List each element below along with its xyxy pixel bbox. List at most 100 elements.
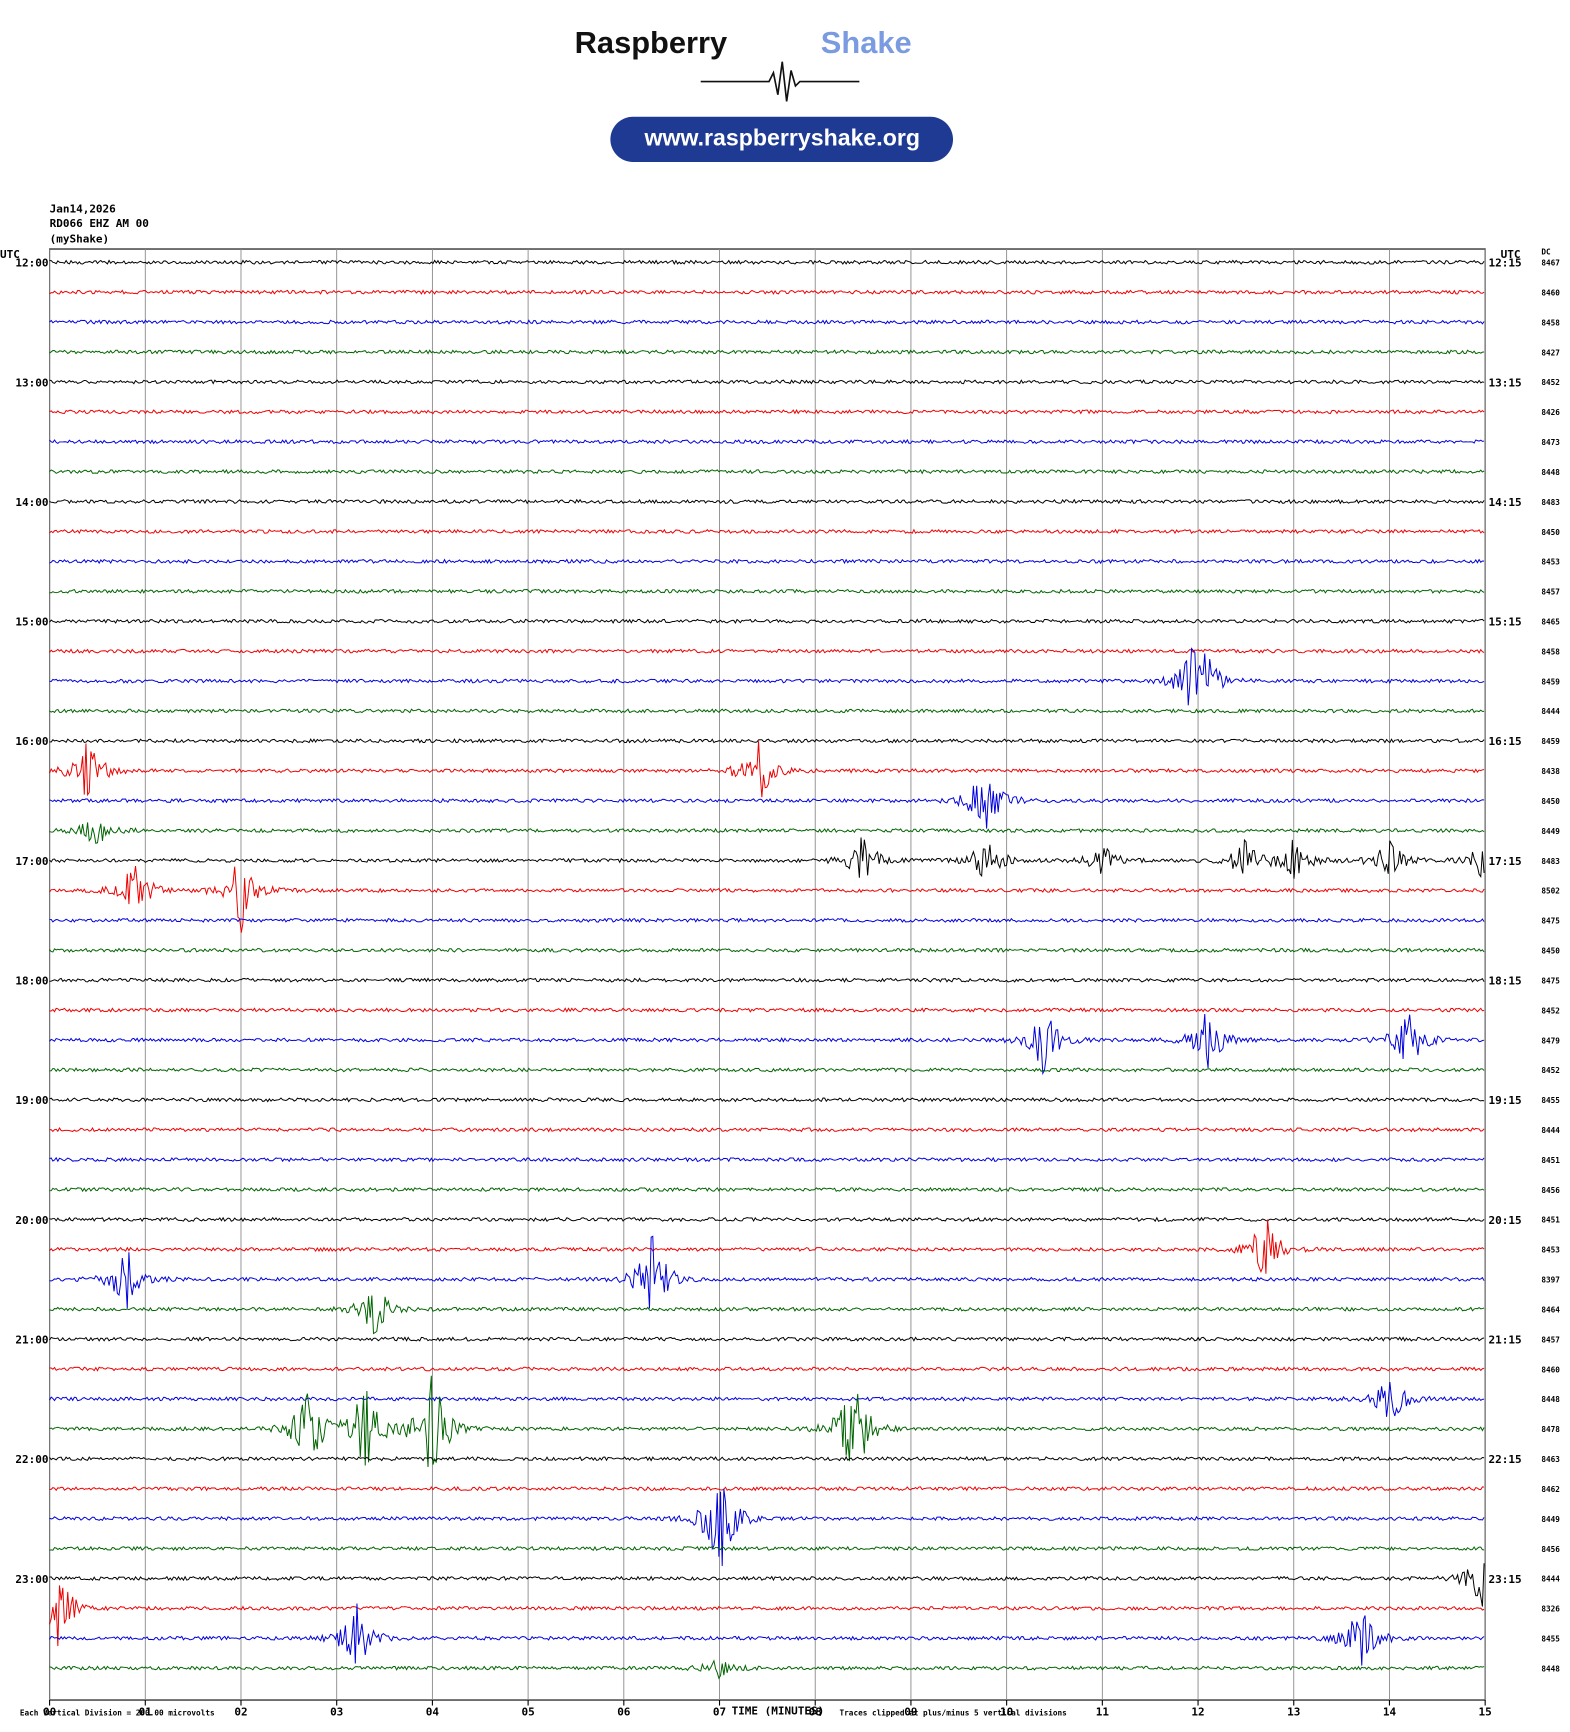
info-date: Jan14,2026 — [50, 203, 117, 216]
dc-value: 8475 — [1541, 917, 1560, 926]
dc-value: 8483 — [1541, 857, 1560, 866]
trace — [49, 1585, 1485, 1647]
trace — [49, 468, 1485, 475]
trace — [49, 1235, 1485, 1309]
trace — [49, 379, 1485, 385]
hour-label: 12:00 — [15, 257, 48, 270]
x-tick-label: 13 — [1287, 1705, 1300, 1718]
trace — [49, 319, 1485, 325]
hour-label: 21:00 — [15, 1334, 48, 1347]
info-station: RD066 EHZ AM 00 — [50, 217, 149, 230]
trace — [49, 783, 1485, 829]
trace — [49, 588, 1485, 595]
trace — [49, 1488, 1485, 1566]
x-tick-label: 04 — [426, 1705, 440, 1718]
trace — [49, 1156, 1485, 1163]
trace — [49, 1366, 1485, 1372]
dc-value: 8473 — [1541, 438, 1560, 447]
dc-value: 8426 — [1541, 408, 1560, 417]
x-tick-label: 02 — [234, 1705, 247, 1718]
dc-value: 8451 — [1541, 1156, 1560, 1165]
trace — [49, 1007, 1485, 1013]
left-axis-label: UTC — [0, 248, 20, 261]
trace — [49, 917, 1485, 924]
trace — [49, 647, 1485, 706]
dc-value: 8458 — [1541, 647, 1560, 656]
dc-value: 8455 — [1541, 1635, 1560, 1644]
hour-label: 16:00 — [15, 735, 48, 748]
quarter-label: 15:15 — [1488, 616, 1521, 629]
hour-label: 17:00 — [15, 855, 48, 868]
dc-value: 8427 — [1541, 348, 1560, 357]
brand-light: Shake — [821, 25, 912, 60]
dc-label: DC — [1541, 248, 1551, 257]
x-tick-label: 01 — [139, 1705, 153, 1718]
quarter-label: 20:15 — [1488, 1214, 1521, 1227]
dc-value: 8456 — [1541, 1545, 1560, 1554]
trace — [49, 1382, 1485, 1417]
dc-value: 8460 — [1541, 288, 1560, 297]
url-pill[interactable] — [610, 116, 954, 162]
x-tick-label: 09 — [904, 1705, 917, 1718]
trace — [49, 648, 1485, 654]
trace — [49, 1545, 1485, 1552]
x-tick-label: 07 — [713, 1705, 726, 1718]
dc-value: 8444 — [1541, 707, 1560, 716]
x-tick-label: 10 — [1000, 1705, 1013, 1718]
dc-value: 8478 — [1541, 1425, 1560, 1434]
dc-value: 8438 — [1541, 767, 1560, 776]
dc-value: 8451 — [1541, 1216, 1560, 1225]
right-axis-label: UTC — [1501, 248, 1521, 261]
dc-value: 8467 — [1541, 259, 1560, 268]
dc-value: 8464 — [1541, 1305, 1560, 1314]
hour-label: 14:00 — [15, 496, 48, 509]
trace — [49, 708, 1485, 714]
trace — [49, 438, 1485, 445]
trace — [49, 1659, 1485, 1680]
quarter-label: 18:15 — [1488, 975, 1521, 988]
trace — [49, 1295, 1485, 1335]
footer-clip: Traces clipped at plus/minus 5 vertical … — [840, 1708, 1068, 1717]
quarter-label: 19:15 — [1488, 1094, 1521, 1107]
quarter-label: 17:15 — [1488, 855, 1521, 868]
dc-value: 8326 — [1541, 1605, 1560, 1614]
info-source: (myShake) — [50, 232, 110, 245]
trace — [49, 528, 1485, 535]
quarter-label: 12:15 — [1488, 257, 1521, 270]
dc-value: 8465 — [1541, 617, 1560, 626]
trace — [49, 1563, 1485, 1607]
x-axis-label: TIME (MINUTES) — [732, 1704, 825, 1717]
trace — [49, 1485, 1485, 1492]
logo-squiggle — [700, 61, 860, 102]
quarter-label: 22:15 — [1488, 1453, 1521, 1466]
trace — [49, 741, 1485, 798]
quarter-label: 23:15 — [1488, 1573, 1521, 1586]
trace — [49, 1127, 1485, 1133]
dc-value: 8502 — [1541, 887, 1560, 896]
trace — [49, 738, 1485, 744]
dc-value: 8449 — [1541, 827, 1560, 836]
dc-value: 8455 — [1541, 1096, 1560, 1105]
dc-value: 8452 — [1541, 378, 1560, 387]
hour-label: 13:00 — [15, 376, 48, 389]
x-tick-label: 00 — [43, 1705, 56, 1718]
hour-label: 15:00 — [15, 616, 48, 629]
x-tick-label: 14 — [1383, 1705, 1397, 1718]
trace — [49, 498, 1485, 505]
quarter-label: 16:15 — [1488, 735, 1521, 748]
dc-value: 8462 — [1541, 1485, 1560, 1494]
dc-value: 8460 — [1541, 1365, 1560, 1374]
trace — [49, 558, 1485, 565]
trace — [49, 822, 1485, 844]
dc-value: 8448 — [1541, 1664, 1560, 1673]
trace — [49, 947, 1485, 954]
url[interactable]: www.raspberryshake.org — [644, 124, 920, 150]
dc-value: 8475 — [1541, 976, 1560, 985]
dc-value: 8444 — [1541, 1126, 1560, 1135]
hour-label: 22:00 — [15, 1453, 48, 1466]
trace — [49, 1375, 1485, 1468]
dc-value: 8457 — [1541, 1335, 1560, 1344]
footer-division: Each Vertical Division = 200.00 microvol… — [20, 1708, 215, 1717]
x-tick-label: 03 — [330, 1705, 343, 1718]
